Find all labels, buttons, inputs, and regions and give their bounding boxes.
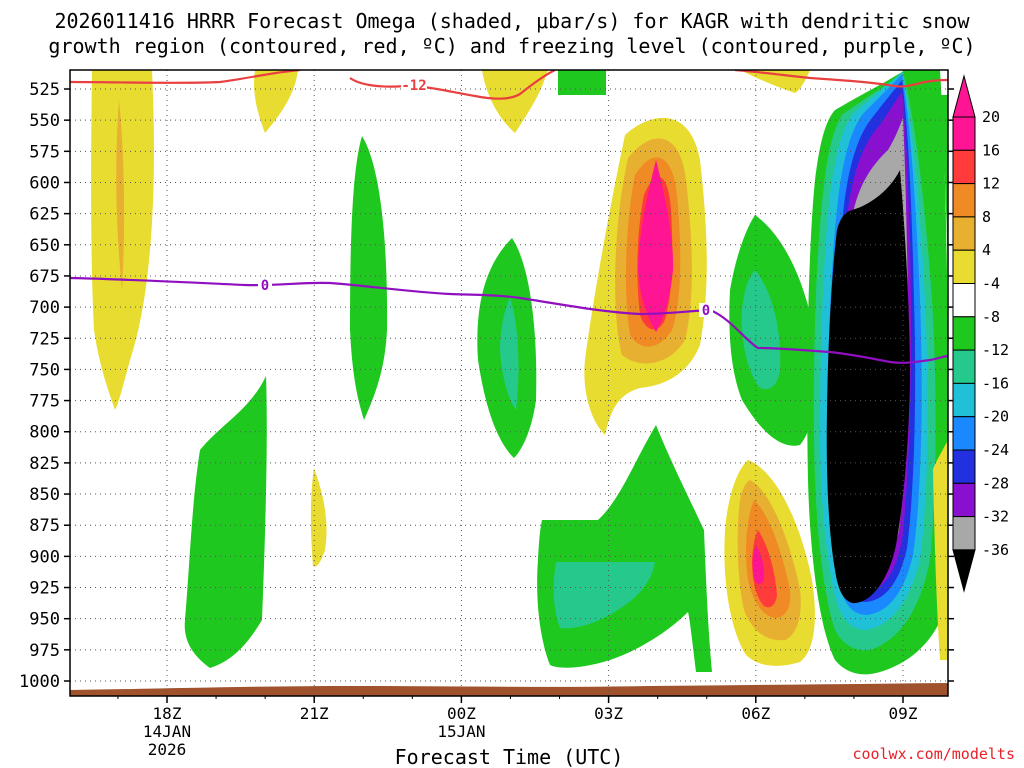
y-tick-label: 625 [29, 205, 60, 225]
colorbar-label: -28 [982, 474, 1009, 492]
y-tick-label: 800 [29, 423, 60, 443]
x-tick-label: 09Z [889, 704, 918, 723]
omega-region-green-lowleft [184, 376, 267, 668]
y-tick-label: 925 [29, 579, 60, 599]
omega-region-black-big [826, 170, 910, 604]
contour-label-bg-3 [699, 303, 713, 317]
colorbar-swatch [952, 516, 976, 551]
colorbar-label: -12 [982, 341, 1009, 359]
omega-region-magenta-low06z [752, 545, 765, 584]
y-tick-label: 575 [29, 142, 60, 162]
contours [70, 70, 948, 364]
y-tick-label: 900 [29, 547, 60, 567]
omega-region-teal-06z [741, 270, 781, 390]
colorbar-label: -32 [982, 508, 1009, 526]
contour-label-freezing-1: 0 [261, 278, 269, 294]
contour-label-dgz: -12 [401, 78, 426, 94]
x-tick-label: 06Z [741, 704, 770, 723]
x-tick-label: 00Z [447, 704, 476, 723]
colorbar-swatch [952, 482, 976, 518]
contour-label-freezing-2: 0 [702, 303, 710, 319]
y-tick-label: 650 [29, 236, 60, 256]
colorbar-swatch [952, 283, 976, 318]
colorbar-swatch [952, 216, 976, 251]
x-tick-label: 21Z [300, 704, 329, 723]
terrain-strip [70, 683, 948, 696]
x-axis-label: Forecast Time (UTC) [395, 745, 624, 768]
colorbar-label: 16 [982, 141, 1000, 159]
y-tick-label: 1000 [19, 672, 60, 692]
chart-title-line-2: growth region (contoured, red, ºC) and f… [48, 34, 975, 58]
colorbar-swatch [952, 149, 976, 185]
colorbar-swatch [952, 249, 976, 284]
y-axis: 525 550 575 600 625 650 675 700 725 750 775 800 825 8… [19, 80, 954, 692]
omega-region-magenta-04z [638, 160, 674, 332]
y-tick-label: 775 [29, 392, 60, 412]
omega-region-green-top [558, 70, 606, 95]
colorbar-label: -24 [982, 441, 1009, 459]
y-tick-label: 525 [29, 80, 60, 100]
plot-frame [69, 69, 949, 697]
omega-region-yellow-top-1 [254, 70, 298, 133]
y-tick-label: 825 [29, 454, 60, 474]
omega-shading [70, 70, 948, 696]
colorbar-label: 4 [982, 241, 991, 259]
y-tick-label: 975 [29, 641, 60, 661]
colorbar-label: 20 [982, 108, 1000, 126]
y-tick-label: 675 [29, 267, 60, 287]
omega-region-green-lowmid [537, 425, 712, 672]
y-tick-label: 850 [29, 485, 60, 505]
omega-region-yellow-rightedge [933, 440, 948, 660]
dgz-contour-minus12 [70, 70, 948, 100]
colorbar: 20 16 12 8 4 -4 -8 -12 -16 -20 -24 -28 -32 -36 [952, 74, 1009, 593]
colorbar-label: -4 [982, 275, 1000, 293]
colorbar-swatch [952, 183, 976, 218]
contour-label-bg-1 [401, 78, 427, 92]
x-tick-sublabel: 2026 [148, 740, 187, 759]
freezing-level-contour [70, 276, 948, 364]
x-tick-label: 18Z [153, 704, 182, 723]
omega-region-green-column [350, 136, 388, 420]
credit-text[interactable]: coolwx.com/modelts [852, 745, 1015, 763]
colorbar-bottom-arrow [952, 549, 976, 593]
colorbar-label: 12 [982, 175, 1000, 193]
x-tick-label: 03Z [594, 704, 623, 723]
x-tick-sublabel: 15JAN [437, 722, 485, 741]
colorbar-swatch [952, 116, 976, 151]
colorbar-label: -8 [982, 308, 1000, 326]
omega-region-yellow-small [310, 468, 327, 567]
omega-region-teal-mid [500, 298, 519, 410]
colorbar-label: -16 [982, 374, 1009, 392]
colorbar-swatch [952, 382, 976, 418]
contour-label-bg-2 [258, 278, 272, 292]
colorbar-swatch [952, 416, 976, 451]
colorbar-label: -20 [982, 408, 1009, 426]
y-tick-label: 700 [29, 298, 60, 318]
x-tick-sublabel: 14JAN [143, 722, 191, 741]
colorbar-swatch [952, 449, 976, 484]
colorbar-swatch [952, 349, 976, 384]
colorbar-swatch [952, 316, 976, 351]
colorbar-label: -36 [982, 541, 1009, 559]
colorbar-top-arrow [952, 74, 976, 118]
y-tick-label: 750 [29, 360, 60, 380]
y-tick-label: 875 [29, 516, 60, 536]
colorbar-label: 8 [982, 208, 991, 226]
chart-title-line-1: 2026011416 HRRR Forecast Omega (shaded, … [54, 9, 970, 33]
omega-region-orange-left [116, 100, 125, 290]
y-tick-label: 600 [29, 173, 60, 193]
omega-region-teal-lowmid [553, 562, 655, 629]
y-tick-label: 950 [29, 610, 60, 630]
y-tick-label: 550 [29, 111, 60, 131]
omega-region-green-rightedge [940, 95, 948, 280]
y-tick-label: 725 [29, 329, 60, 349]
